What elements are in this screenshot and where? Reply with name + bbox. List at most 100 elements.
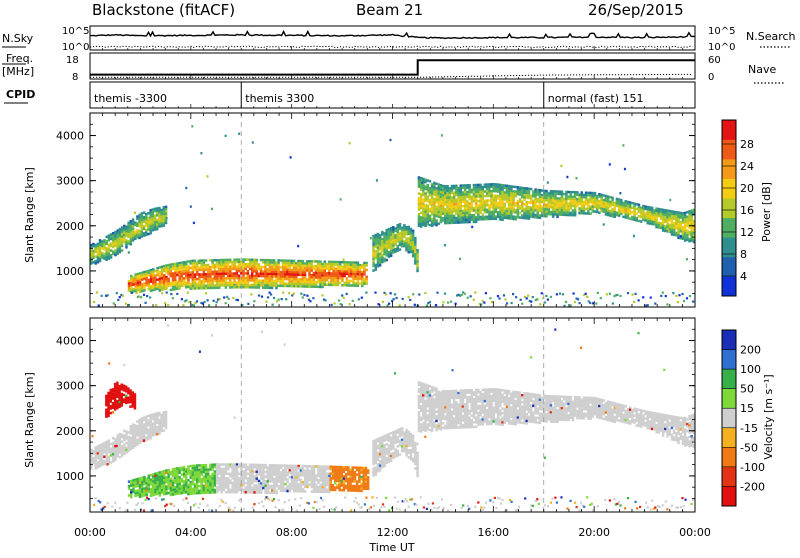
scatter-cell: [161, 473, 164, 476]
freq-label: Freq.: [6, 52, 33, 65]
scatter-cell: [251, 468, 254, 471]
scatter-cell: [207, 468, 210, 471]
scatter-cell: [338, 487, 341, 490]
scatter-cell: [386, 243, 389, 246]
scatter-cell: [192, 285, 195, 288]
scatter-cell: [286, 262, 289, 265]
scatter-cell: [139, 484, 142, 487]
scatter-cell: [154, 473, 157, 476]
scatter-cell: [251, 284, 254, 287]
scatter-cell: [607, 209, 610, 212]
scatter-cell: [471, 200, 474, 203]
scatter-cell: [651, 207, 654, 210]
scatter-cell: [269, 273, 272, 276]
ground-scatter-cell: [556, 293, 558, 295]
scatter-cell: [392, 251, 395, 254]
scatter-cell: [216, 273, 219, 276]
scatter-cell: [192, 271, 195, 274]
scatter-cell: [271, 261, 274, 264]
scatter-cell: [181, 268, 184, 271]
ground-scatter-cell: [247, 303, 249, 305]
scatter-cell: [99, 248, 102, 251]
scatter-cell: [457, 189, 460, 192]
scatter-cell: [130, 236, 133, 239]
scatter-cell: [295, 472, 298, 475]
scatter-cell: [346, 277, 349, 280]
scatter-cell: [671, 231, 674, 234]
scatter-cell: [293, 476, 296, 479]
scatter-cell: [304, 267, 307, 270]
scatter-cell: [386, 229, 389, 232]
scatter-cell: [159, 275, 162, 278]
scatter-cell: [209, 487, 212, 490]
scatter-cell: [618, 198, 621, 201]
scatter-cell: [110, 249, 113, 252]
scatter-cell: [149, 223, 152, 226]
scatter-cell: [156, 486, 159, 489]
scatter-cell: [556, 206, 559, 209]
scatter-cell: [629, 213, 632, 216]
ground-scatter-cell: [161, 292, 163, 294]
scatter-cell: [304, 472, 307, 475]
scatter-cell: [116, 234, 119, 237]
scatter-cell: [438, 193, 441, 196]
scatter-cell: [392, 235, 395, 238]
scatter-cell: [578, 207, 581, 210]
scatter-cell: [379, 262, 382, 265]
scatter-cell: [143, 487, 146, 490]
scatter-cell: [462, 187, 465, 190]
ground-scatter-cell: [390, 292, 392, 294]
scatter-cell: [271, 471, 274, 474]
scatter-cell: [234, 466, 237, 469]
scatter-cell: [537, 216, 540, 219]
scatter-cell: [295, 269, 298, 272]
scatter-cell: [484, 183, 487, 186]
scatter-cell: [550, 197, 553, 200]
scatter-cell: [684, 223, 687, 226]
scatter-cell: [418, 192, 421, 195]
scatter-cell: [233, 277, 236, 280]
scatter-cell: [103, 460, 106, 463]
scatter-cell: [559, 197, 562, 200]
scatter-cell: [322, 484, 325, 487]
scatter-cell: [286, 485, 289, 488]
scatter-cell: [530, 199, 533, 202]
scatter-cell: [128, 494, 131, 497]
scatter-cell: [616, 205, 619, 208]
scatter-cell: [594, 199, 597, 202]
scatter-cell: [132, 479, 135, 482]
scatter-cell: [284, 266, 287, 269]
scatter-cell: [260, 266, 263, 269]
scatter-cell: [330, 279, 333, 282]
scatter-cell: [455, 192, 458, 195]
scatter-cell: [308, 472, 311, 475]
scatter-cell: [319, 484, 322, 487]
scatter-cell: [311, 467, 314, 470]
scatter-cell: [453, 222, 456, 225]
scatter-cell: [160, 211, 163, 214]
scatter-cell: [330, 466, 333, 469]
ground-scatter-cell: [267, 296, 269, 298]
scatter-cell: [313, 472, 316, 475]
scatter-cell: [266, 277, 269, 280]
scatter-cell: [578, 212, 581, 215]
scatter-cell: [455, 219, 458, 222]
scatter-cell: [363, 282, 366, 285]
scatter-cell: [253, 279, 256, 282]
scatter-cell: [286, 467, 289, 470]
scatter-cell: [167, 480, 170, 483]
scatter-cell: [183, 282, 186, 285]
scatter-cell: [178, 488, 181, 491]
scatter-cell: [145, 423, 148, 426]
scatter-cell: [297, 467, 300, 470]
scatter-cell: [455, 210, 458, 213]
scatter-cell: [105, 259, 108, 262]
scatter-cell: [372, 244, 375, 247]
scatter-cell: [258, 491, 261, 494]
scatter-cell: [256, 473, 259, 476]
scatter-cell: [297, 472, 300, 475]
scatter-cell: [330, 484, 333, 487]
scatter-cell: [282, 476, 285, 479]
scatter-cell: [249, 464, 252, 467]
scatter-cell: [218, 282, 221, 285]
